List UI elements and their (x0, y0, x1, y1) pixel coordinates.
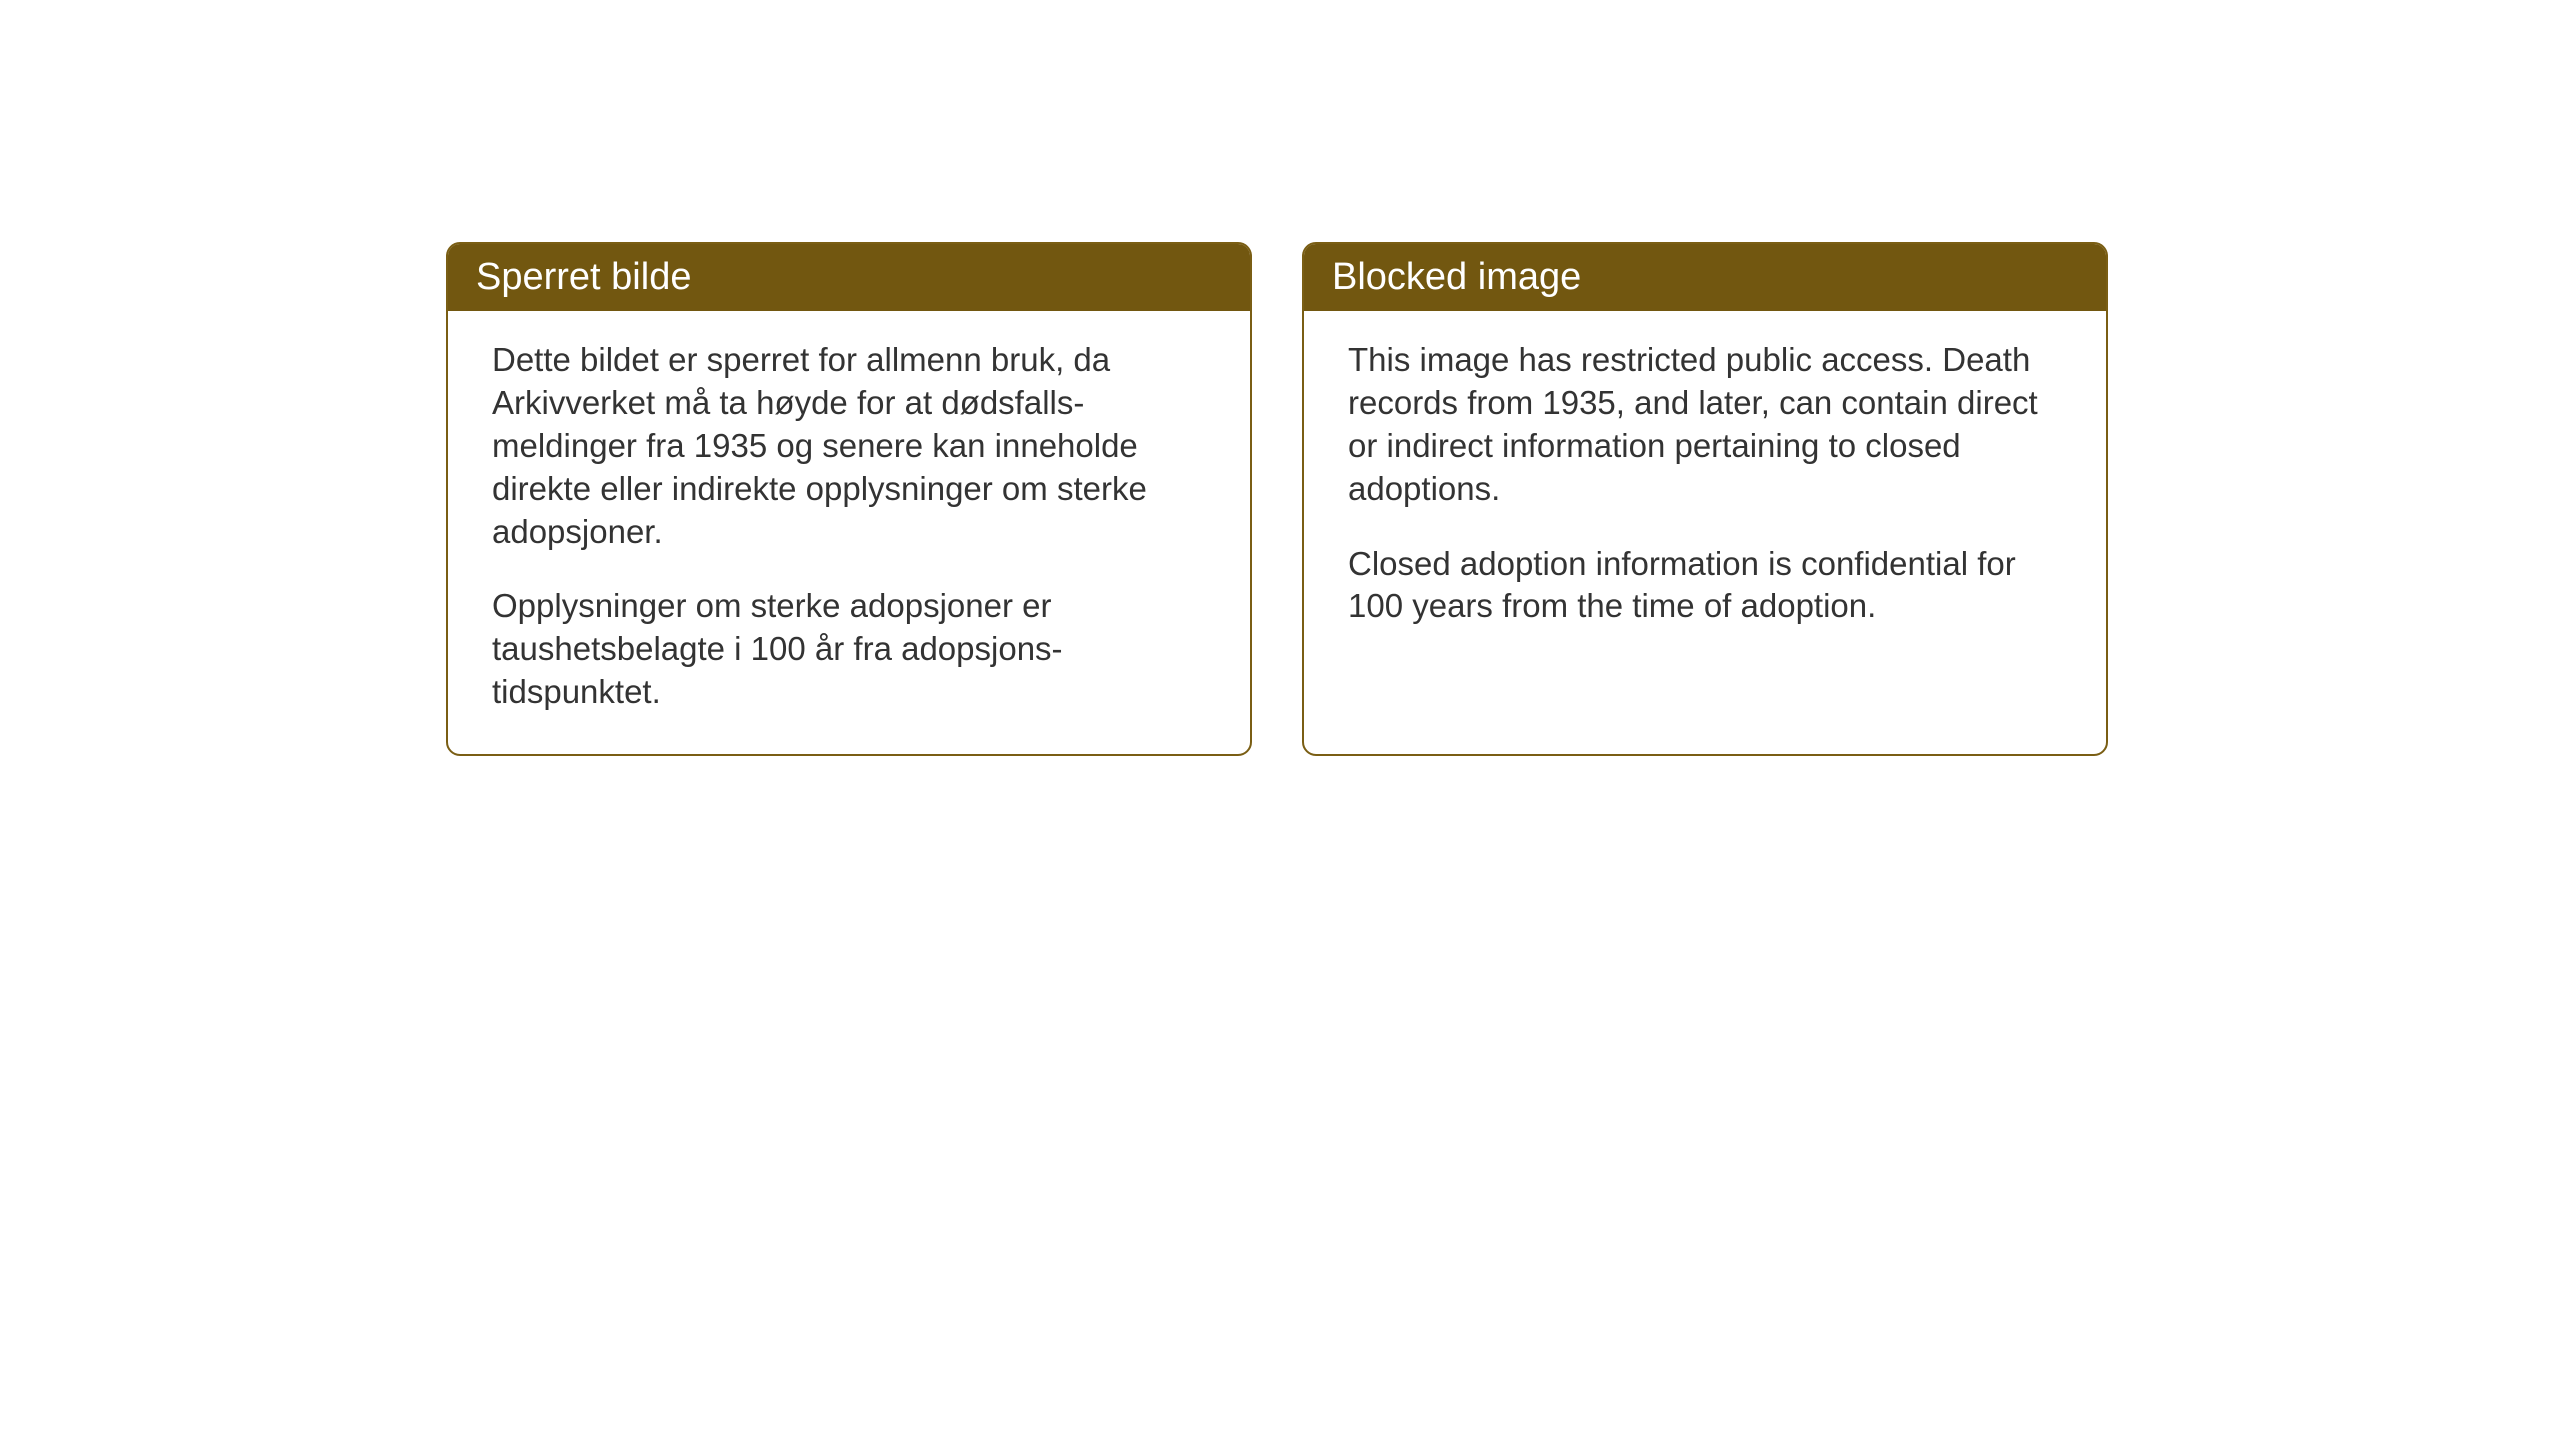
card-norwegian-paragraph-1: Dette bildet er sperret for allmenn bruk… (492, 339, 1206, 553)
card-english-header: Blocked image (1304, 244, 2106, 311)
card-norwegian: Sperret bilde Dette bildet er sperret fo… (446, 242, 1252, 756)
card-norwegian-title: Sperret bilde (476, 256, 691, 298)
card-english: Blocked image This image has restricted … (1302, 242, 2108, 756)
card-english-paragraph-1: This image has restricted public access.… (1348, 339, 2062, 511)
card-english-title: Blocked image (1332, 256, 1581, 298)
card-english-paragraph-2: Closed adoption information is confident… (1348, 543, 2062, 629)
card-english-body: This image has restricted public access.… (1304, 311, 2106, 668)
card-norwegian-header: Sperret bilde (448, 244, 1250, 311)
card-norwegian-paragraph-2: Opplysninger om sterke adopsjoner er tau… (492, 585, 1206, 714)
cards-container: Sperret bilde Dette bildet er sperret fo… (446, 242, 2108, 756)
card-norwegian-body: Dette bildet er sperret for allmenn bruk… (448, 311, 1250, 754)
